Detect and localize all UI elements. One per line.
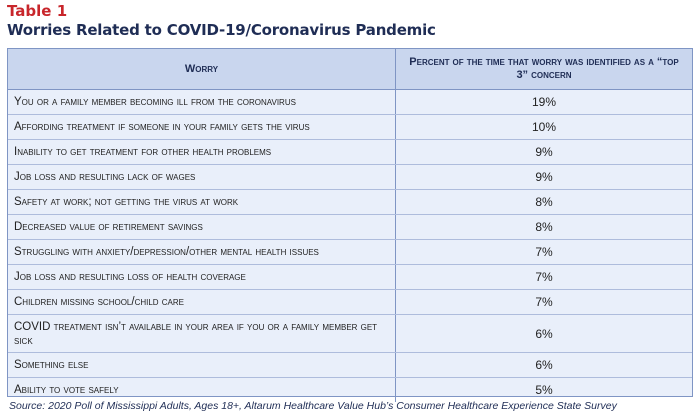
percent-cell: 9% <box>395 164 692 190</box>
table-row: Something else 6% <box>8 352 692 378</box>
worry-cell: Affording treatment if someone in your f… <box>8 114 396 140</box>
source-note: Source: 2020 Poll of Mississippi Adults,… <box>9 400 617 412</box>
table-row: You or a family member becoming ill from… <box>8 89 692 115</box>
percent-cell: 19% <box>395 89 692 115</box>
table-row: Affording treatment if someone in your f… <box>8 114 692 140</box>
table-row: Inability to get treatment for other hea… <box>8 139 692 165</box>
table-header-row: Worry Percent of the time that worry was… <box>8 49 692 90</box>
table-title: Worries Related to COVID-19/Coronavirus … <box>7 21 436 39</box>
worry-cell: You or a family member becoming ill from… <box>8 89 396 115</box>
table-row: Ability to vote safely 5% <box>8 377 692 402</box>
percent-cell: 8% <box>395 189 692 215</box>
worry-cell: Decreased value of retirement savings <box>8 214 396 240</box>
table-row: COVID treatment isn’t available in your … <box>8 314 692 353</box>
percent-cell: 9% <box>395 139 692 165</box>
percent-cell: 10% <box>395 114 692 140</box>
percent-cell: 6% <box>395 352 692 378</box>
worry-cell: Job loss and resulting loss of health co… <box>8 264 396 290</box>
worry-cell: Ability to vote safely <box>8 377 396 402</box>
percent-cell: 7% <box>395 239 692 265</box>
worry-cell: Job loss and resulting lack of wages <box>8 164 396 190</box>
table-row: Children missing school/child care 7% <box>8 289 692 315</box>
column-header-percent: Percent of the time that worry was ident… <box>395 49 692 90</box>
worry-cell: Children missing school/child care <box>8 289 396 315</box>
table-row: Decreased value of retirement savings 8% <box>8 214 692 240</box>
worry-cell: Safety at work; not getting the virus at… <box>8 189 396 215</box>
percent-cell: 6% <box>395 314 692 353</box>
worries-table: Worry Percent of the time that worry was… <box>7 48 693 402</box>
percent-cell: 7% <box>395 264 692 290</box>
worry-cell: Inability to get treatment for other hea… <box>8 139 396 165</box>
percent-cell: 7% <box>395 289 692 315</box>
table-row: Job loss and resulting lack of wages 9% <box>8 164 692 190</box>
table-row: Struggling with anxiety/depression/other… <box>8 239 692 265</box>
worry-cell: Something else <box>8 352 396 378</box>
worry-cell: COVID treatment isn’t available in your … <box>8 314 396 353</box>
table-row: Job loss and resulting loss of health co… <box>8 264 692 290</box>
table-label: Table 1 <box>7 2 68 20</box>
percent-cell: 8% <box>395 214 692 240</box>
worry-cell: Struggling with anxiety/depression/other… <box>8 239 396 265</box>
table-row: Safety at work; not getting the virus at… <box>8 189 692 215</box>
column-header-worry: Worry <box>8 49 396 90</box>
percent-cell: 5% <box>535 383 553 397</box>
